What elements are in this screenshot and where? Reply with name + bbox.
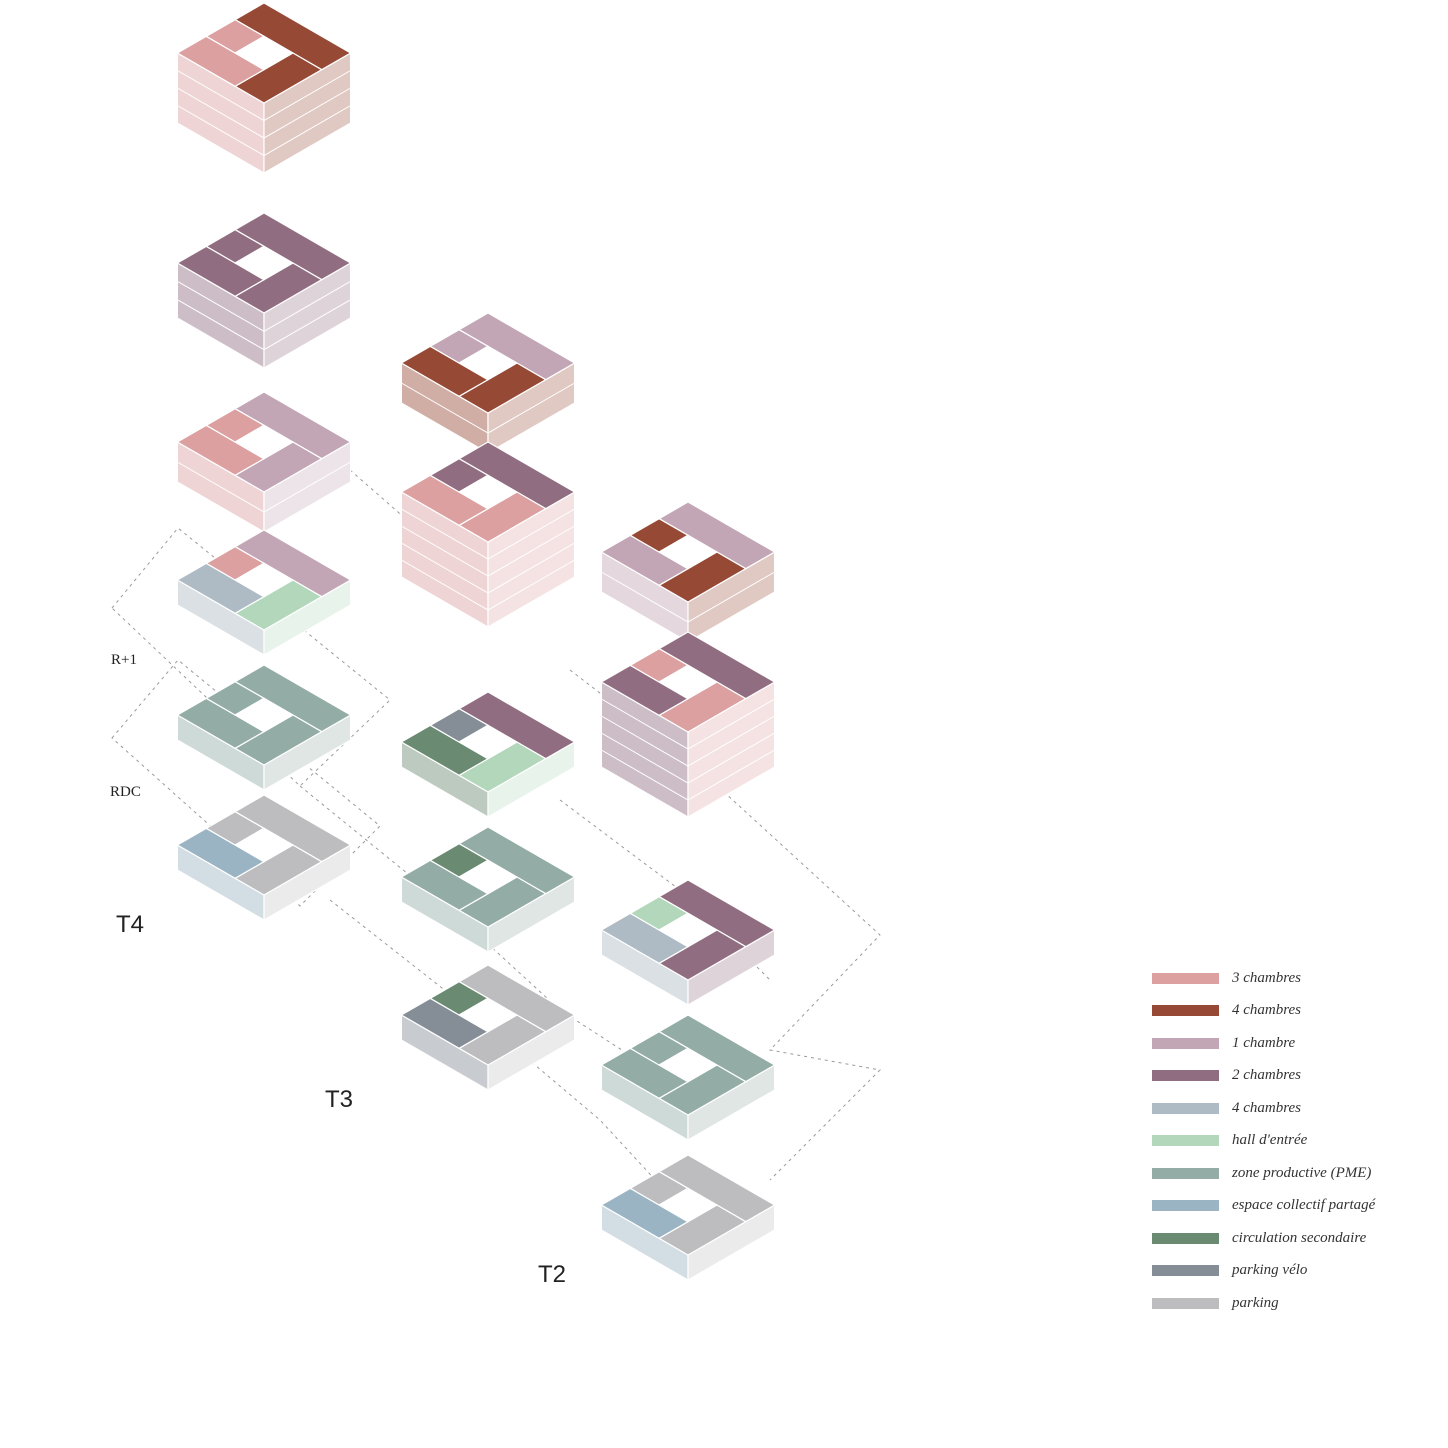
floor-line [401, 508, 575, 560]
courtyard-void [458, 997, 518, 1033]
legend-item: espace collectif partagé [1152, 1190, 1432, 1223]
level-label-r1: R+1 [111, 652, 137, 668]
legend-swatch [1152, 1037, 1219, 1049]
floor-line [177, 105, 351, 157]
tower-label-t2: T2 [538, 1261, 566, 1288]
legend-label: 3 chambres [1232, 969, 1302, 986]
legend-label: 4 chambres [1232, 1099, 1302, 1116]
stacked-blocks [176, 2, 776, 1281]
floor-line [177, 280, 351, 332]
legend-swatch [1152, 972, 1219, 984]
legend-item: circulation secondaire [1152, 1222, 1432, 1255]
legend-swatch [1152, 1200, 1219, 1212]
legend-item: parking vélo [1152, 1255, 1432, 1288]
courtyard-void [658, 1047, 718, 1083]
legend-item: hall d'entrée [1152, 1125, 1432, 1158]
courtyard-void [234, 424, 294, 460]
courtyard-void [234, 697, 294, 733]
floor-line [601, 715, 775, 767]
floor-line [401, 525, 575, 577]
legend-item: zone productive (PME) [1152, 1157, 1432, 1190]
courtyard-void [234, 245, 294, 281]
courtyard-void [458, 724, 518, 760]
legend-label: 2 chambres [1232, 1067, 1302, 1084]
courtyard-void [234, 562, 294, 598]
courtyard-void [458, 474, 518, 510]
level-label-rdc: RDC [110, 784, 141, 800]
floor-line [177, 87, 351, 139]
floor-line [177, 70, 351, 122]
legend-swatch [1152, 1232, 1219, 1244]
courtyard-void [658, 534, 718, 570]
legend-swatch [1152, 1070, 1219, 1082]
floor-line [401, 542, 575, 594]
legend-label: espace collectif partagé [1232, 1197, 1376, 1214]
courtyard-void [458, 859, 518, 895]
legend-swatch [1152, 1265, 1219, 1277]
legend-item: 4 chambres [1152, 1092, 1432, 1125]
tower-label-t4: T4 [116, 911, 144, 938]
legend-label: circulation secondaire [1232, 1229, 1367, 1246]
floor-line [601, 571, 775, 623]
legend-item: parking [1152, 1287, 1432, 1320]
floor-line [177, 299, 351, 351]
legend-item: 1 chambre [1152, 1027, 1432, 1060]
legend-label: 1 chambre [1232, 1034, 1296, 1051]
floor-line [601, 749, 775, 801]
legend-label: parking [1232, 1294, 1279, 1311]
legend-item: 4 chambres [1152, 995, 1432, 1028]
courtyard-void [234, 827, 294, 863]
courtyard-void [658, 1187, 718, 1223]
courtyard-void [658, 664, 718, 700]
floor-line [401, 382, 575, 434]
legend-label: zone productive (PME) [1232, 1164, 1372, 1181]
floor-line [601, 732, 775, 784]
legend-swatch [1152, 1297, 1219, 1309]
legend-label: 4 chambres [1232, 1002, 1302, 1019]
courtyard-void [458, 345, 518, 381]
legend-item: 2 chambres [1152, 1060, 1432, 1093]
courtyard-void [234, 35, 294, 71]
floor-line [401, 559, 575, 611]
floor-line [177, 461, 351, 513]
legend-item: 3 chambres [1152, 962, 1432, 995]
legend-swatch [1152, 1005, 1219, 1017]
legend-swatch [1152, 1135, 1219, 1147]
tower-label-t3: T3 [325, 1086, 353, 1113]
legend-swatch [1152, 1167, 1219, 1179]
legend: 3 chambres 4 chambres 1 chambre 2 chambres 4… [1152, 962, 1432, 1320]
legend-swatch [1152, 1102, 1219, 1114]
floor-line [601, 698, 775, 750]
legend-label: hall d'entrée [1232, 1132, 1308, 1149]
legend-label: parking vélo [1232, 1262, 1308, 1279]
courtyard-void [658, 912, 718, 948]
